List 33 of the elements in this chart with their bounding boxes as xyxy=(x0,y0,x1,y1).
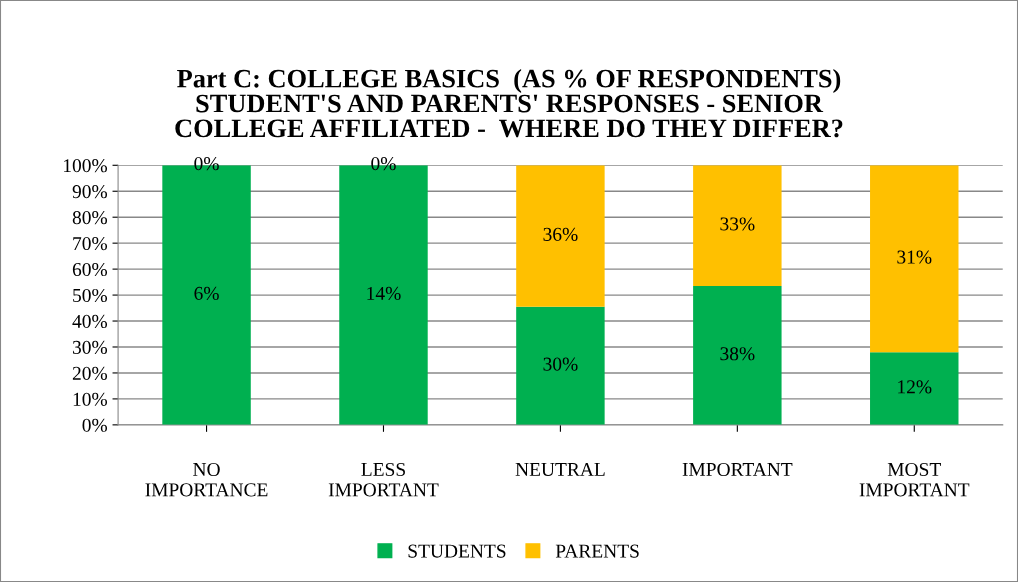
annotation: 12% xyxy=(898,380,932,394)
legend-label: PARENTS xyxy=(555,544,639,558)
x-tick-label: LESS IMPORTANT xyxy=(328,462,439,497)
y-tick-label: 50% xyxy=(73,288,108,303)
annotation: 36% xyxy=(543,227,578,241)
legend-label: STUDENTS xyxy=(408,544,506,558)
annotation: 38% xyxy=(720,347,755,361)
annotation: 14% xyxy=(367,286,401,300)
y-tick-label: 20% xyxy=(72,366,108,380)
y-tick-label: 100% xyxy=(64,159,108,173)
x-tick-label: NO IMPORTANCE xyxy=(145,462,268,497)
annotation: 6% xyxy=(194,286,219,300)
x-tick-label: NEUTRAL xyxy=(515,463,605,477)
y-tick-label: 30% xyxy=(72,340,108,354)
y-tick-label: 70% xyxy=(73,236,108,251)
y-tick-label: 60% xyxy=(72,262,108,277)
bar xyxy=(516,165,605,307)
chart-title: Part C: COLLEGE BASICS (AS % OF RESPONDENTS) STUDENT'S AND PARENTS' RESPONSES - SENIOR COLLEGE AFFILIATED - WHERE DO THEY DIFFER? xyxy=(175,68,843,138)
annotation: 31% xyxy=(897,250,932,264)
y-tick-label: 90% xyxy=(72,185,108,199)
x-tick-label: MOST IMPORTANT xyxy=(859,462,970,497)
y-tick-label: 0% xyxy=(82,418,108,432)
bar xyxy=(870,352,959,425)
bar xyxy=(870,165,959,353)
y-tick-label: 80% xyxy=(72,211,108,225)
bar xyxy=(693,285,782,425)
annotation: 33% xyxy=(720,217,755,231)
bar xyxy=(516,306,605,425)
bar xyxy=(693,165,782,286)
annotation: 30% xyxy=(543,357,578,371)
y-tick-label: 40% xyxy=(72,314,108,329)
x-tick-label: IMPORTANT xyxy=(682,462,793,477)
y-tick-label: 10% xyxy=(73,392,108,406)
